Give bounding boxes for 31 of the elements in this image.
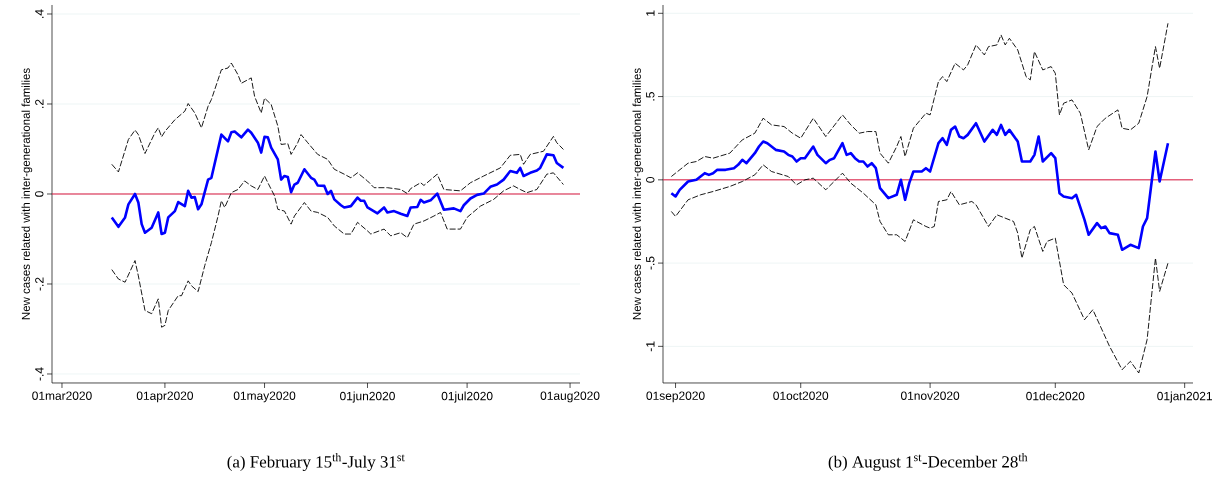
text: (a) February 15$^{th}$-July 31$^{st}$	[227, 452, 405, 472]
line-series	[670, 164, 1169, 374]
x-tick-label: 01mar2020	[32, 391, 92, 400]
x-tick-label: 01sep2020	[646, 391, 705, 403]
x-tick-label: 01oct2020	[773, 391, 829, 400]
y-tick-label: 0	[35, 191, 44, 197]
line-series	[670, 22, 1169, 177]
x-tick-label: 01jan2021	[1157, 391, 1212, 403]
x-tick-label: 01nov2020	[900, 391, 960, 400]
x-tick-label: 01aug2020	[540, 391, 600, 403]
x-tick-label: 01jul2020	[441, 391, 493, 403]
line-series	[111, 172, 564, 328]
line-series	[670, 121, 1170, 252]
text: (b) August 1$^{st}$-December 28$^{th}$	[828, 452, 1028, 472]
y-axis-title: New cases related with inter-generational families	[632, 68, 644, 320]
x-tick-label: 01jun2020	[340, 391, 395, 403]
line-series	[110, 128, 565, 236]
y-tick-label: 1	[646, 10, 655, 16]
x-tick-label: 01apr2020	[136, 391, 194, 403]
y-tick-label: .4	[35, 9, 44, 18]
x-tick-label: 01may2020	[233, 391, 296, 403]
y-tick-label: -.4	[35, 367, 44, 381]
y-axis-title: New cases related with inter-generational families	[21, 68, 33, 320]
y-tick-label: 0	[646, 176, 655, 183]
x-tick-label: 01dec2020	[1026, 391, 1085, 401]
y-tick-label: -1	[646, 341, 655, 352]
y-tick-label: -.5	[646, 256, 655, 270]
line-series	[111, 62, 564, 194]
y-tick-label: -.2	[35, 277, 44, 291]
y-tick-label: .5	[646, 92, 655, 101]
y-tick-label: .2	[35, 99, 44, 108]
